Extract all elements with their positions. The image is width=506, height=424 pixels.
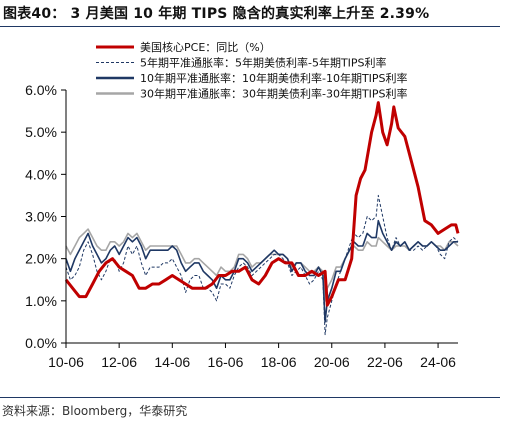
y-tick-label: 4.0% — [25, 166, 57, 182]
figure-title: 图表40： 3 月美国 10 年期 TIPS 隐含的真实利率上升至 2.39% — [3, 6, 430, 22]
x-tick-label: 24-06 — [420, 354, 456, 370]
x-tick-label: 18-06 — [261, 354, 297, 370]
series-line-3 — [65, 228, 459, 302]
title-divider — [0, 26, 500, 27]
source-note: 资料来源：Bloomberg，华泰研究 — [2, 404, 188, 418]
x-tick-label: 22-06 — [367, 354, 403, 370]
series-line-0 — [64, 101, 460, 307]
legend: 美国核心PCE：同比（%） 5年期平准通胀率：5年期美债利率-5年期TIPS利率1… — [96, 40, 408, 101]
x-tick-label: 12-06 — [101, 354, 137, 370]
axis-layer: 0.0% 1.0% 2.0% 3.0% 4.0% 5.0% 6.0% 10-06 12-06 14… — [25, 82, 458, 370]
legend-label: 5年期平准通胀率：5年期美债利率-5年期TIPS利率 — [140, 56, 387, 70]
legend-label: 10年期平准通胀率：10年期美债利率-10年期TIPS利率 — [140, 71, 408, 85]
series-line-1 — [65, 194, 459, 336]
x-tick-label: 10-06 — [48, 354, 84, 370]
series-layer — [64, 101, 460, 336]
y-tick-label: 6.0% — [25, 82, 57, 98]
footer-divider — [0, 397, 500, 398]
y-tick-label: 1.0% — [25, 293, 57, 309]
legend-label: 美国核心PCE：同比（%） — [140, 40, 271, 54]
x-tick-label: 16-06 — [208, 354, 244, 370]
y-tick-label: 0.0% — [25, 335, 57, 351]
x-tick-label: 14-06 — [154, 354, 190, 370]
legend-label: 30年期平准通胀率：30年期美债利率-30年期TIPS利率 — [140, 87, 408, 101]
y-tick-label: 2.0% — [25, 251, 57, 267]
y-tick-label: 5.0% — [25, 124, 57, 140]
series-line-2 — [65, 219, 458, 323]
y-tick-label: 3.0% — [25, 209, 57, 225]
x-tick-label: 20-06 — [314, 354, 350, 370]
